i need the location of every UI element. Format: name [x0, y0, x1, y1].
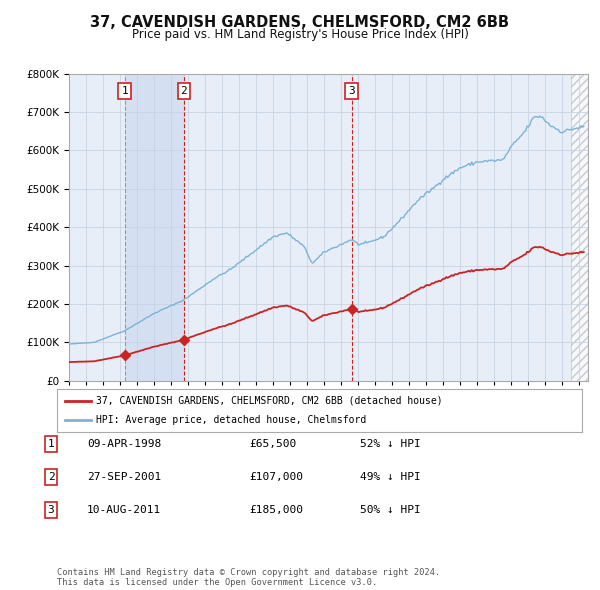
Text: 50% ↓ HPI: 50% ↓ HPI: [360, 505, 421, 514]
Text: 09-APR-1998: 09-APR-1998: [87, 439, 161, 448]
Text: 2: 2: [181, 86, 187, 96]
Text: 49% ↓ HPI: 49% ↓ HPI: [360, 472, 421, 481]
Text: 37, CAVENDISH GARDENS, CHELMSFORD, CM2 6BB: 37, CAVENDISH GARDENS, CHELMSFORD, CM2 6…: [91, 15, 509, 30]
Text: 52% ↓ HPI: 52% ↓ HPI: [360, 439, 421, 448]
Text: 37, CAVENDISH GARDENS, CHELMSFORD, CM2 6BB (detached house): 37, CAVENDISH GARDENS, CHELMSFORD, CM2 6…: [97, 396, 443, 406]
Text: 1: 1: [121, 86, 128, 96]
Text: 10-AUG-2011: 10-AUG-2011: [87, 505, 161, 514]
Text: Contains HM Land Registry data © Crown copyright and database right 2024.
This d: Contains HM Land Registry data © Crown c…: [57, 568, 440, 587]
Text: HPI: Average price, detached house, Chelmsford: HPI: Average price, detached house, Chel…: [97, 415, 367, 425]
Text: 3: 3: [47, 505, 55, 514]
Text: 27-SEP-2001: 27-SEP-2001: [87, 472, 161, 481]
Text: Price paid vs. HM Land Registry's House Price Index (HPI): Price paid vs. HM Land Registry's House …: [131, 28, 469, 41]
Bar: [125, 74, 184, 381]
Text: £107,000: £107,000: [249, 472, 303, 481]
Text: 3: 3: [348, 86, 355, 96]
Text: 1: 1: [47, 439, 55, 448]
Text: 2: 2: [47, 472, 55, 481]
Bar: [571, 74, 596, 381]
Text: £185,000: £185,000: [249, 505, 303, 514]
Text: £65,500: £65,500: [249, 439, 296, 448]
